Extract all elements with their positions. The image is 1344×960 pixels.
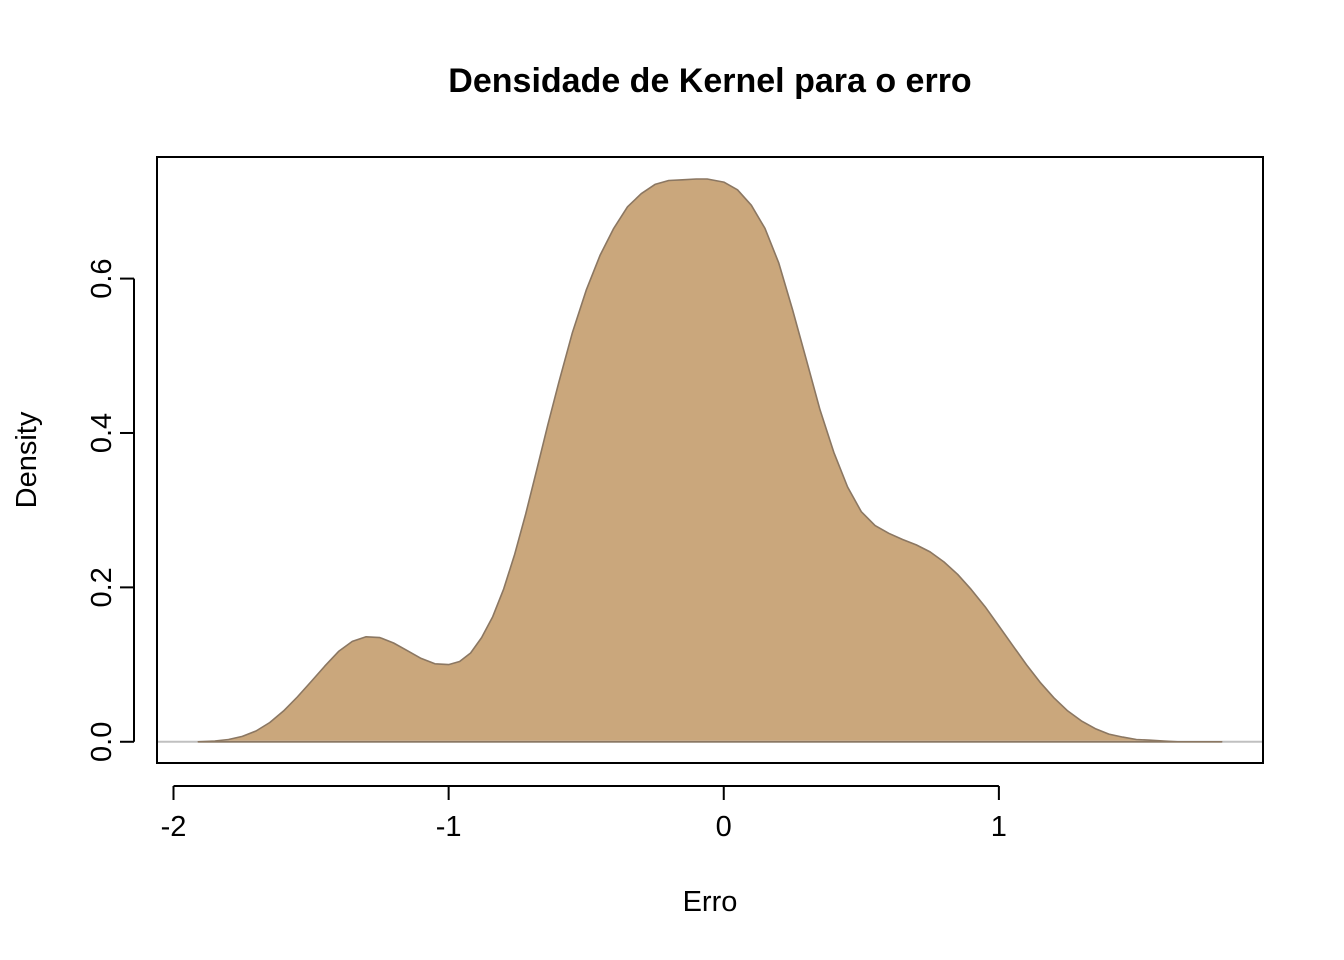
y-tick-label: 0.0 <box>86 722 118 762</box>
x-tick-label: -1 <box>436 811 462 843</box>
y-tick-label: 0.2 <box>86 567 118 607</box>
x-axis-label: Erro <box>683 886 738 918</box>
x-tick-label: 0 <box>716 811 732 843</box>
y-tick-label: 0.4 <box>86 413 118 453</box>
plot-area <box>157 178 1263 743</box>
y-tick-label: 0.6 <box>86 258 118 298</box>
density-line <box>197 178 1223 743</box>
x-tick-label: 1 <box>991 811 1007 843</box>
y-axis: 0.0 0.2 0.4 0.6 <box>86 258 135 762</box>
density-area <box>198 179 1222 742</box>
y-axis-label: Density <box>11 411 43 508</box>
plot-frame <box>156 156 1264 764</box>
x-axis: -2 -1 0 1 <box>161 785 1007 843</box>
x-tick-label: -2 <box>161 811 187 843</box>
chart-title: Densidade de Kernel para o erro <box>448 62 971 100</box>
